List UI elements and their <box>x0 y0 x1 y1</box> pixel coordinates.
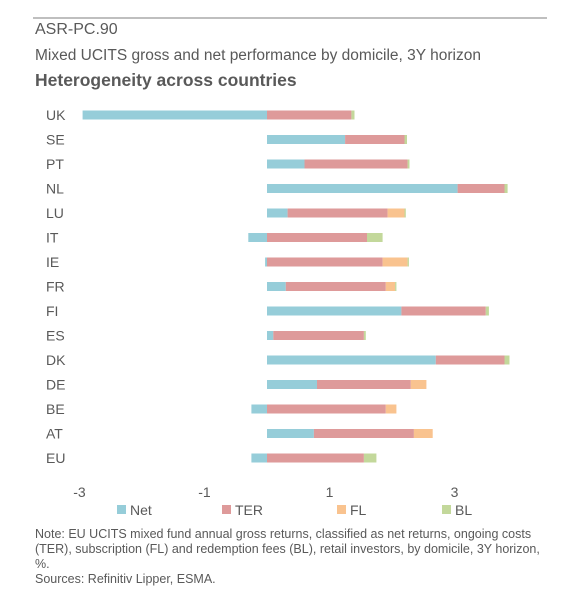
bar-fl <box>413 429 433 438</box>
bar-net <box>251 404 267 414</box>
legend-label-bl: BL <box>455 502 472 518</box>
bar-bl <box>504 355 510 365</box>
category-label: UK <box>46 107 66 123</box>
category-label: LU <box>46 205 64 221</box>
bar-ter <box>267 110 352 120</box>
bar-net <box>267 429 314 438</box>
chart-subtitle: Mixed UCITS gross and net performance by… <box>35 47 481 64</box>
category-label: AT <box>46 426 63 442</box>
top-rule <box>33 17 547 19</box>
chart-heading: Heterogeneity across countries <box>35 70 297 90</box>
category-label: FR <box>46 279 65 295</box>
bar-net <box>251 453 267 463</box>
bar-ter <box>287 208 388 218</box>
bar-net <box>267 380 317 389</box>
category-label: IE <box>46 254 59 270</box>
bar-ter <box>304 159 408 169</box>
bar-fl <box>382 257 408 267</box>
category-label: NL <box>46 181 64 197</box>
bar-fl <box>410 380 427 389</box>
bar-bl <box>404 208 406 218</box>
bar-ter <box>267 453 364 463</box>
category-label: DE <box>46 377 65 393</box>
chart-note: Note: EU UCITS mixed fund annual gross r… <box>35 527 545 587</box>
bar-ter <box>267 233 367 242</box>
bar-bl <box>504 184 508 193</box>
category-label: BE <box>46 401 65 417</box>
legend-swatch-fl <box>337 505 346 514</box>
bar-bl <box>363 453 377 463</box>
bar-net <box>267 355 436 365</box>
bar-bl <box>367 233 383 242</box>
bar-ter <box>435 355 505 365</box>
bar-ter <box>273 331 364 340</box>
legend-swatch-ter <box>222 505 231 514</box>
category-label: PT <box>46 156 64 172</box>
category-label: DK <box>46 352 66 368</box>
bar-bl <box>407 257 409 267</box>
bar-fl <box>385 404 397 414</box>
bar-bl <box>395 282 397 291</box>
bar-net <box>267 306 402 316</box>
bar-net <box>248 233 268 242</box>
chart-code: ASR-PC.90 <box>35 21 118 38</box>
legend-swatch-net <box>117 505 126 514</box>
bar-net <box>267 208 288 218</box>
bar-net <box>82 110 267 120</box>
bar-ter <box>345 135 405 144</box>
category-label: EU <box>46 450 65 466</box>
sources-text: Sources: Refinitiv Lipper, ESMA. <box>35 572 216 586</box>
bar-bl <box>351 110 355 120</box>
x-tick-label: 1 <box>326 484 334 500</box>
bar-net <box>267 184 458 193</box>
legend-label-ter: TER <box>235 502 263 518</box>
category-label: FI <box>46 303 58 319</box>
bar-bl <box>363 331 366 340</box>
bar-net <box>267 282 286 291</box>
bar-net <box>267 159 305 169</box>
x-tick-label: -3 <box>73 484 86 500</box>
note-text: Note: EU UCITS mixed fund annual gross r… <box>35 527 540 571</box>
stacked-bar-chart: UK SE PT NL LU IT IE FR FI ES DK DE BE AT EU -3 -1 1 3 Net T… <box>46 107 510 518</box>
bar-ter <box>285 282 386 291</box>
bar-bl <box>407 159 410 169</box>
bar-fl <box>385 282 396 291</box>
bar-ter <box>317 380 411 389</box>
bar-net <box>267 135 346 144</box>
legend-label-net: Net <box>130 502 152 518</box>
bar-ter <box>267 404 386 414</box>
bar-net <box>267 331 274 340</box>
bar-bl <box>404 135 407 144</box>
bar-ter <box>401 306 486 316</box>
bar-ter <box>267 257 383 267</box>
bar-bl <box>485 306 489 316</box>
bar-ter <box>313 429 414 438</box>
legend-label-fl: FL <box>350 502 367 518</box>
x-tick-label: 3 <box>451 484 459 500</box>
category-label: SE <box>46 132 65 148</box>
x-tick-label: -1 <box>198 484 211 500</box>
bar-ter <box>457 184 505 193</box>
bar-net <box>265 257 267 267</box>
category-label: ES <box>46 328 65 344</box>
bar-fl <box>387 208 405 218</box>
legend-swatch-bl <box>442 505 451 514</box>
category-label: IT <box>46 230 59 246</box>
